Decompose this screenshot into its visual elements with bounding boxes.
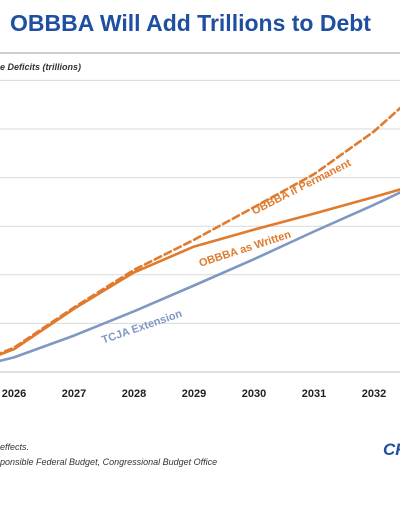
x-tick-labels: 2026 2027 2028 2029 2030 2031 2032 xyxy=(2,388,386,400)
chart-title: OBBBA Will Add Trillions to Debt xyxy=(10,10,371,36)
footnote-sources: ponsible Federal Budget, Congressional B… xyxy=(0,457,218,467)
title-divider xyxy=(0,52,400,54)
label-obbba-if-permanent: OBBBA if Permanent xyxy=(250,157,353,218)
series-line-obbba-as-written xyxy=(0,188,400,356)
x-tick-label: 2029 xyxy=(182,388,206,400)
series-line-obbba-if-permanent xyxy=(0,106,400,355)
series-line-tcja-extension xyxy=(0,191,400,363)
x-tick-label: 2028 xyxy=(122,388,146,400)
gridlines xyxy=(0,79,400,324)
crfb-logo-text: CR xyxy=(383,440,400,459)
label-tcja-extension: TCJA Extension xyxy=(100,308,184,347)
x-tick-label: 2030 xyxy=(242,388,266,400)
series-lines xyxy=(0,106,400,363)
x-tick-label: 2026 xyxy=(2,388,26,400)
x-tick-label: 2032 xyxy=(362,388,386,400)
footnote-effects: effects. xyxy=(0,442,30,452)
x-tick-label: 2027 xyxy=(62,388,86,400)
y-axis-label: e Deficits (trillions) xyxy=(0,62,82,72)
x-tick-label: 2031 xyxy=(302,388,326,400)
